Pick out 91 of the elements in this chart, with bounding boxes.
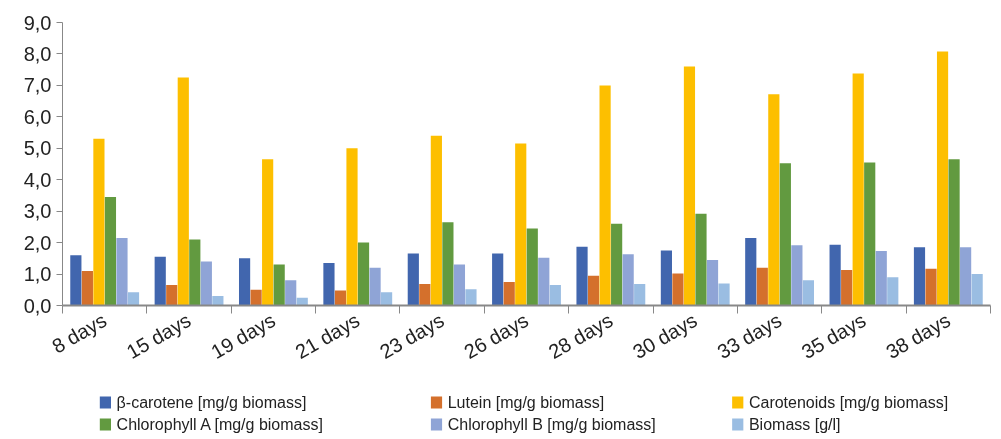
bar <box>262 159 274 306</box>
bar <box>695 213 707 306</box>
bar <box>357 242 370 306</box>
bar <box>706 259 719 306</box>
x-tick-label: 19 days <box>207 308 279 364</box>
bar <box>177 77 189 306</box>
bar <box>718 283 730 306</box>
bar <box>599 85 611 306</box>
legend-label: Chlorophyll B [mg/g biomass] <box>447 416 656 433</box>
y-tick-label: 6,0 <box>23 105 52 128</box>
x-tick-label: 38 days <box>882 308 954 364</box>
bar <box>166 285 178 306</box>
bar <box>419 284 431 306</box>
x-tick-label: 35 days <box>797 308 870 364</box>
bar <box>791 245 803 306</box>
bar <box>70 255 82 306</box>
bar <box>538 257 550 306</box>
y-tick-label: 1,0 <box>23 263 52 286</box>
bar <box>841 269 853 306</box>
legend-label: Chlorophyll A [mg/g biomass] <box>116 416 323 433</box>
bar <box>829 244 841 306</box>
bar <box>587 275 600 306</box>
bar <box>936 51 949 306</box>
bar <box>526 228 538 306</box>
bar <box>407 253 419 306</box>
bar <box>127 292 140 306</box>
bar <box>875 251 887 306</box>
y-tick-label: 0,0 <box>23 294 52 317</box>
bar <box>779 163 791 306</box>
bar <box>745 237 757 306</box>
y-tick-label: 7,0 <box>23 74 52 97</box>
bar <box>323 263 335 306</box>
x-tick-label: 23 days <box>375 308 448 364</box>
bar <box>802 280 815 306</box>
y-tick-label: 2,0 <box>23 231 52 254</box>
y-tick-label: 5,0 <box>23 137 52 160</box>
x-tick-label: 30 days <box>629 308 701 364</box>
bar <box>492 253 504 306</box>
bar <box>430 135 442 306</box>
legend-label: Biomass [g/l] <box>748 416 841 433</box>
bar <box>515 143 527 306</box>
bar <box>503 281 515 306</box>
bar <box>93 138 105 306</box>
bar <box>381 292 393 306</box>
y-tick-label: 3,0 <box>23 200 52 223</box>
bar <box>756 267 768 306</box>
bar <box>634 284 646 306</box>
bar <box>238 258 251 306</box>
x-tick-label: 33 days <box>713 308 786 364</box>
bar <box>212 296 224 306</box>
bar <box>611 223 623 306</box>
x-tick-label: 28 days <box>544 308 617 364</box>
bar <box>81 270 93 306</box>
x-tick-label: 21 days <box>291 308 364 364</box>
bar <box>154 256 166 306</box>
legend-label: β-carotene [mg/g biomass] <box>116 394 307 411</box>
bar <box>346 148 358 306</box>
x-tick-label: 15 days <box>122 308 195 364</box>
bar <box>285 280 297 306</box>
y-tick-label: 8,0 <box>23 42 52 65</box>
bar <box>104 197 117 306</box>
bar <box>442 222 454 306</box>
bar <box>971 274 983 306</box>
bar <box>683 66 696 306</box>
bar <box>768 94 780 306</box>
bar <box>369 267 381 306</box>
bar <box>200 261 212 306</box>
bar <box>925 268 937 306</box>
bar <box>913 247 926 306</box>
bar <box>273 264 285 306</box>
bar <box>576 246 588 306</box>
bar <box>660 250 672 306</box>
bar <box>672 273 684 306</box>
x-tick-label: 26 days <box>460 308 533 364</box>
legend-label: Carotenoids [mg/g biomass] <box>748 394 949 411</box>
bar <box>887 277 899 306</box>
bar <box>948 159 960 306</box>
y-tick-label: 9,0 <box>23 11 52 34</box>
legend-label: Lutein [mg/g biomass] <box>447 394 605 411</box>
bar <box>116 237 128 306</box>
bar <box>453 264 466 306</box>
y-tick-label: 4,0 <box>23 168 52 191</box>
bar <box>960 247 972 306</box>
bar <box>852 73 864 306</box>
bar <box>465 289 477 306</box>
bar <box>250 289 262 306</box>
bar <box>189 239 201 306</box>
bar <box>549 285 561 306</box>
bar <box>864 162 876 306</box>
bar <box>334 290 347 306</box>
bar <box>622 254 634 306</box>
